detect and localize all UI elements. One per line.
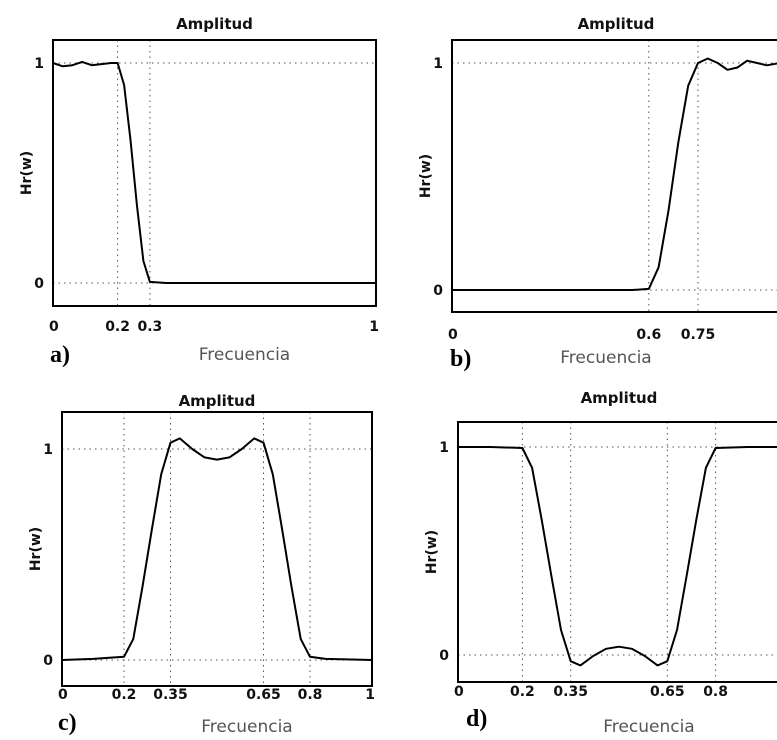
x-axis-label: Frecuencia	[201, 717, 292, 737]
x-tick-label: 0.2	[105, 319, 130, 335]
x-tick-label: 1	[369, 319, 379, 335]
x-tick-label: 0.2	[510, 684, 535, 700]
x-axis-label: Frecuencia	[603, 717, 694, 737]
y-tick-label: 0	[439, 648, 449, 664]
plot-frame	[52, 39, 377, 307]
y-tick-label: 1	[43, 442, 53, 458]
x-tick-label: 0.8	[298, 687, 323, 703]
y-axis-label: Hr(w)	[19, 151, 35, 195]
x-tick-label: 1	[365, 687, 375, 703]
chart-panel: Amplitud Hr(w) 0 1 0 0.2 0.35 0.65 0.8 1 Frecuenci…	[28, 392, 375, 737]
x-tick-label: 0.65	[650, 684, 685, 700]
panel-label: d)	[466, 706, 487, 732]
y-tick-label: 0	[34, 276, 44, 292]
panel-label: c)	[58, 710, 77, 736]
response-curve	[451, 57, 777, 291]
x-tick-label: 0.35	[553, 684, 588, 700]
chart-title: Amplitud	[176, 15, 253, 33]
response-curve	[457, 446, 777, 667]
y-tick-label: 0	[433, 283, 443, 299]
response-curve	[52, 60, 377, 284]
x-tick-label: 0.8	[703, 684, 728, 700]
x-tick-label: 0.35	[153, 687, 188, 703]
y-axis-label: Hr(w)	[424, 530, 440, 574]
y-tick-label: 1	[439, 440, 449, 456]
chart-title: Amplitud	[581, 389, 658, 407]
chart-panel: Amplitud Hr(w) 0 1 0 0.2 0.35 0.65 0.8 Frecuencia…	[424, 389, 777, 737]
panel-label: b)	[450, 346, 471, 372]
y-axis-label: Hr(w)	[28, 527, 44, 571]
x-tick-label: 0.65	[246, 687, 281, 703]
plot-frame	[457, 421, 777, 683]
chart-panel: Amplitud Hr(w) 0 1 0 0.6 0.75 Frecuencia b)	[418, 15, 777, 372]
x-tick-label: 0.2	[112, 687, 137, 703]
chart-panel: Amplitud Hr(w) 0 1 0 0.2 0.3 1 Frecuencia a)	[19, 15, 379, 368]
x-tick-label: 0.6	[636, 327, 661, 343]
x-tick-label: 0.75	[681, 327, 716, 343]
y-tick-label: 1	[433, 56, 443, 72]
x-axis-label: Frecuencia	[199, 345, 290, 365]
panel-label: a)	[50, 342, 70, 368]
y-tick-label: 1	[34, 56, 44, 72]
x-tick-label: 0	[49, 319, 59, 335]
chart-title: Amplitud	[578, 15, 655, 33]
x-tick-label: 0	[448, 327, 458, 343]
x-axis-label: Frecuencia	[560, 348, 651, 368]
plot-frame	[451, 39, 777, 313]
y-tick-label: 0	[43, 653, 53, 669]
x-tick-label: 0.3	[137, 319, 162, 335]
x-tick-label: 0	[454, 684, 464, 700]
plot-frame	[61, 411, 373, 687]
y-axis-label: Hr(w)	[418, 154, 434, 198]
x-tick-label: 0	[58, 687, 68, 703]
chart-title: Amplitud	[179, 392, 256, 410]
response-curve	[61, 437, 373, 661]
